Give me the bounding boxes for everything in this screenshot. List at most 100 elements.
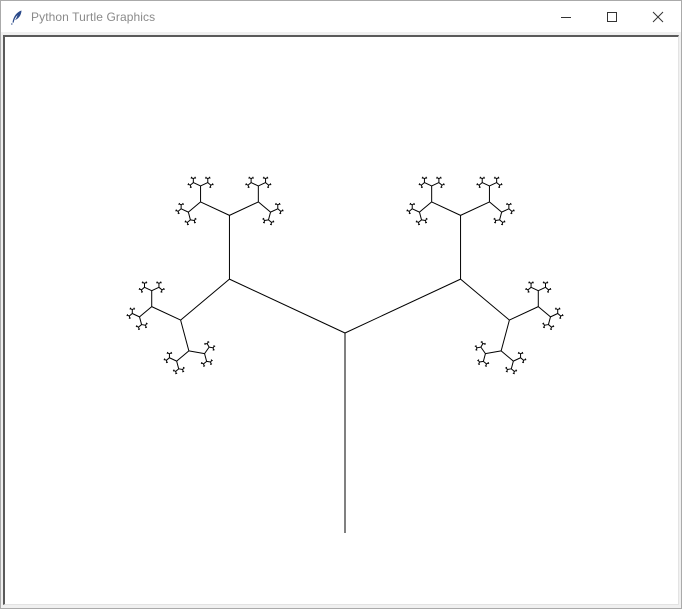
tree-branch: [416, 221, 419, 223]
tree-branch: [158, 282, 161, 284]
tree-branches: [126, 176, 564, 533]
tree-branch: [530, 282, 534, 284]
tree-branch: [167, 352, 170, 355]
tree-branch: [212, 183, 214, 186]
tree-branch: [435, 177, 438, 179]
tree-branch: [421, 219, 426, 222]
tree-branch: [270, 208, 278, 213]
tree-branch: [165, 360, 168, 363]
tree-branch: [151, 306, 181, 321]
tree-branch: [163, 359, 165, 361]
tree-branch: [500, 319, 510, 352]
tree-branch: [499, 219, 503, 223]
tree-branch: [501, 222, 504, 225]
tree-branch: [505, 367, 508, 370]
tree-branch: [191, 177, 194, 180]
tree-branch: [510, 368, 515, 372]
tree-branch: [499, 212, 503, 220]
tree-branch: [478, 185, 481, 188]
tree-branch: [424, 222, 427, 224]
tree-branch: [475, 347, 478, 350]
window-controls: [543, 1, 681, 32]
tree-branch: [128, 317, 131, 320]
tree-branch: [132, 313, 140, 318]
tree-branch: [508, 208, 513, 212]
tree-branch: [209, 363, 212, 365]
tree-branch: [139, 306, 153, 318]
tree-branch: [128, 315, 131, 319]
turtle-canvas[interactable]: [3, 35, 679, 605]
tree-branch: [275, 203, 278, 206]
tree-branch: [476, 183, 478, 186]
tree-branch: [480, 343, 484, 348]
tree-branch: [420, 186, 423, 189]
tree-branch: [262, 217, 265, 220]
tree-branch: [478, 186, 481, 189]
tree-branch: [204, 177, 207, 179]
tree-branch: [128, 313, 133, 317]
tree-branch: [264, 219, 269, 222]
tree-branch: [425, 177, 428, 179]
tree-branch: [132, 308, 135, 310]
tree-branch: [175, 372, 177, 375]
tree-branch: [177, 212, 179, 215]
tree-branch: [527, 286, 532, 291]
tree-branch: [135, 325, 138, 328]
tree-branch: [138, 288, 140, 291]
tree-branch: [156, 282, 160, 284]
tree-branch: [543, 325, 545, 328]
maximize-icon: [607, 11, 617, 22]
tree-branch: [282, 210, 284, 212]
tree-branch: [180, 319, 190, 352]
tree-branch: [493, 177, 496, 179]
tree-branch: [250, 177, 254, 180]
tree-branch: [267, 212, 272, 220]
tree-branch: [177, 211, 180, 214]
tree-branch: [201, 362, 204, 365]
minimize-button[interactable]: [543, 1, 589, 32]
tree-branch: [509, 306, 539, 321]
tree-branch: [548, 324, 552, 328]
tree-branch: [263, 220, 266, 223]
tree-branch: [263, 177, 266, 180]
tree-branch: [200, 362, 203, 365]
tree-branch: [478, 361, 480, 365]
tree-branch: [263, 222, 266, 224]
tree-branch: [136, 325, 139, 328]
tree-branch: [506, 203, 510, 206]
close-button[interactable]: [635, 1, 681, 32]
tree-branch: [213, 345, 215, 347]
tree-branch: [522, 352, 524, 354]
tree-branch: [419, 183, 422, 186]
tree-branch: [520, 357, 524, 361]
tree-branch: [270, 223, 273, 226]
tree-branch: [547, 289, 550, 292]
tree-branch: [262, 177, 265, 179]
tree-branch: [415, 221, 417, 223]
tree-branch: [505, 203, 508, 205]
title-bar[interactable]: Python Turtle Graphics: [1, 1, 681, 32]
tree-branch: [209, 185, 212, 188]
tree-branch: [138, 326, 140, 330]
tree-branch: [139, 316, 143, 325]
tree-branch: [145, 323, 148, 326]
tree-branch: [140, 291, 143, 293]
tree-branch: [212, 347, 215, 350]
tree-branch: [481, 340, 483, 343]
tree-branch: [485, 350, 502, 355]
tree-branch: [508, 203, 511, 206]
tree-branch: [188, 201, 201, 213]
tree-branch: [506, 371, 508, 373]
tree-branch: [139, 288, 142, 291]
tree-branch: [498, 186, 501, 189]
tree-branch: [268, 219, 272, 223]
tree-branch: [418, 219, 422, 223]
tree-branch: [547, 291, 550, 293]
tree-branch: [498, 185, 501, 188]
maximize-button[interactable]: [589, 1, 635, 32]
tree-branch: [542, 282, 545, 284]
tree-branch: [126, 314, 128, 317]
tree-branch: [175, 368, 180, 372]
tree-branch: [517, 352, 520, 354]
tree-branch: [431, 182, 440, 187]
